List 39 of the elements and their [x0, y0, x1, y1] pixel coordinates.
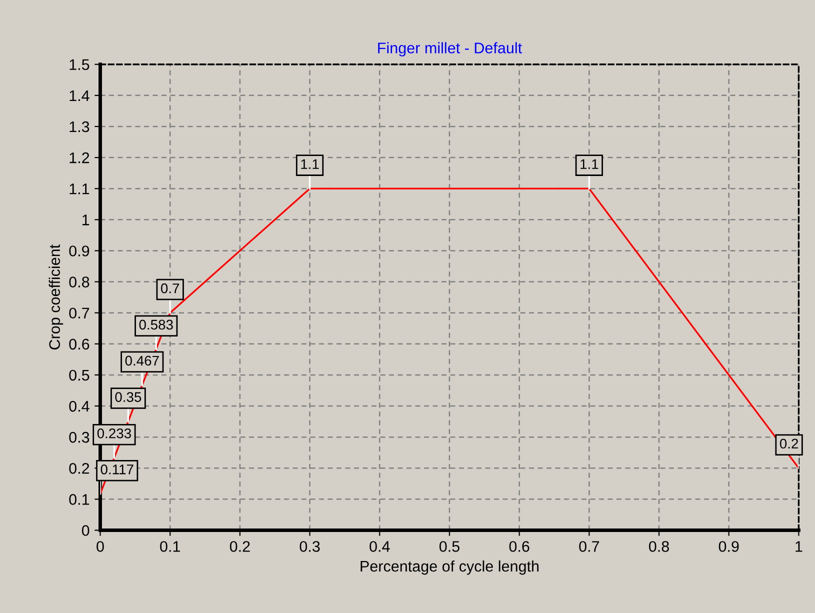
x-tick-label: 1 [796, 541, 802, 552]
y-tick-label: 0.2 [69, 462, 90, 474]
y-axis-title: Crop coefficient [48, 244, 64, 350]
x-tick-label: 0.3 [300, 541, 320, 552]
y-tick-label: 1.3 [70, 121, 90, 132]
y-tick-label: 0.3 [69, 432, 90, 443]
data-label: 0.467 [125, 356, 159, 366]
x-tick-label: 0 [96, 541, 104, 552]
x-tick-label: 0.9 [718, 541, 739, 552]
data-label: 0.7 [160, 283, 180, 294]
data-label: 1.1 [580, 159, 598, 169]
x-tick-label: 0.4 [370, 541, 390, 552]
data-label: 0.2 [780, 438, 798, 449]
y-tick-label: 1 [82, 214, 90, 226]
y-tick-label: 0.8 [69, 276, 90, 288]
data-label: 1.1 [301, 159, 319, 169]
x-axis-title: Percentage of cycle length [360, 560, 539, 575]
x-tick-label: 0.5 [439, 541, 460, 552]
x-tick-label: 0.7 [579, 541, 600, 552]
y-tick-label: 0 [82, 525, 90, 536]
y-tick-label: 0.6 [69, 338, 90, 350]
y-tick-label: 1.1 [70, 184, 90, 194]
data-label: 0.233 [97, 428, 131, 438]
chart-title: Finger millet - Default [378, 42, 522, 56]
data-label: 0.583 [139, 320, 173, 330]
x-tick-label: 0.1 [160, 541, 180, 552]
y-tick-label: 0.1 [69, 494, 90, 505]
y-tick-label: 0.5 [69, 370, 90, 381]
x-tick-label: 0.6 [509, 541, 530, 552]
data-label: 0.35 [115, 392, 142, 402]
y-tick-label: 1.5 [70, 59, 90, 70]
data-label: 0.117 [100, 464, 134, 474]
y-tick-label: 1.4 [70, 90, 90, 101]
y-tick-label: 0.7 [69, 308, 90, 319]
y-tick-label: 0.9 [69, 246, 90, 256]
x-tick-label: 0.2 [230, 541, 250, 552]
y-tick-label: 0.4 [69, 400, 90, 412]
y-tick-label: 1.2 [70, 152, 90, 164]
x-tick-label: 0.8 [648, 541, 669, 552]
